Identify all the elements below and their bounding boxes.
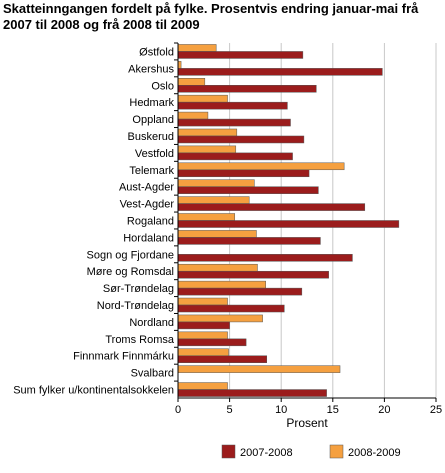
category-label: Sogn og Fjordane xyxy=(87,249,174,261)
category-label: Sør-Trøndelag xyxy=(103,283,174,295)
bar-2008-2009 xyxy=(177,263,258,272)
bar-2007-2008 xyxy=(177,254,353,262)
category-label: Finnmark Finnmárku xyxy=(73,351,174,363)
category-label: Møre og Romsdal xyxy=(87,266,174,278)
bar-2007-2008 xyxy=(177,68,383,76)
bar-2007-2008 xyxy=(177,203,366,211)
x-tick-labels: 0 5 10 15 20 25 xyxy=(175,404,442,416)
chart-title: Skatteinngangen fordelt på fylke. Prosen… xyxy=(3,1,419,32)
x-tick-label: 5 xyxy=(227,404,233,416)
bar-2007-2008 xyxy=(177,101,288,110)
category-label: Aust-Agder xyxy=(119,182,174,194)
bar-2008-2009 xyxy=(177,331,228,340)
category-label: Sum fylker u/kontinentalsokkelen xyxy=(13,385,174,397)
legend: 2007-2008 2008-2009 xyxy=(221,444,401,459)
category-label: Hedmark xyxy=(129,97,174,109)
x-tick-label: 25 xyxy=(430,404,442,416)
category-label: Telemark xyxy=(129,165,174,177)
bar-2008-2009 xyxy=(177,179,255,187)
category-label: Svalbard xyxy=(131,368,174,380)
category-label: Nordland xyxy=(129,317,174,329)
bar-2008-2009 xyxy=(177,111,209,120)
bar-2008-2009 xyxy=(177,128,238,137)
category-label: Buskerud xyxy=(128,131,174,143)
category-label: Østfold xyxy=(139,46,174,58)
bar-2007-2008 xyxy=(177,135,305,144)
category-label: Nord-Trøndelag xyxy=(97,300,174,312)
bar-2008-2009 xyxy=(177,297,228,306)
bar-2008-2009 xyxy=(177,230,257,238)
bar-2007-2008 xyxy=(177,355,268,363)
category-label: Rogaland xyxy=(127,216,174,228)
x-tick-label: 0 xyxy=(175,404,181,416)
category-label: Oslo xyxy=(151,80,174,92)
bar-2008-2009 xyxy=(177,280,266,289)
legend-item: 2007-2008 xyxy=(221,444,293,459)
legend-label: 2008-2009 xyxy=(348,447,401,459)
bar-2007-2008 xyxy=(177,85,317,93)
bar-2008-2009 xyxy=(177,382,228,390)
bars xyxy=(177,44,400,397)
bar-2007-2008 xyxy=(177,237,321,245)
bar-2008-2009 xyxy=(177,162,345,171)
x-tick-label: 15 xyxy=(327,404,339,416)
bar-2007-2008 xyxy=(177,186,319,194)
bar-2008-2009 xyxy=(177,78,206,86)
bar-2007-2008 xyxy=(177,287,303,296)
bar-2008-2009 xyxy=(177,213,236,221)
legend-label: 2007-2008 xyxy=(240,447,293,459)
x-tick-label: 20 xyxy=(378,404,390,416)
category-label: Akershus xyxy=(128,63,174,75)
legend-swatch xyxy=(221,444,236,459)
legend-item: 2008-2009 xyxy=(329,444,401,459)
bar-2007-2008 xyxy=(177,152,293,161)
bar-2007-2008 xyxy=(177,304,285,313)
bar-2008-2009 xyxy=(177,145,237,154)
bar-2007-2008 xyxy=(177,338,247,347)
bar-2007-2008 xyxy=(177,220,400,228)
category-label: Oppland xyxy=(132,114,174,126)
bar-2007-2008 xyxy=(177,118,291,127)
category-label: Vestfold xyxy=(135,148,174,160)
legend-swatch xyxy=(329,444,344,459)
bar-2008-2009 xyxy=(177,196,250,204)
bar-2008-2009 xyxy=(177,365,341,373)
bar-2008-2009 xyxy=(177,314,263,323)
x-axis-title: Prosent xyxy=(286,416,328,430)
category-label: Troms Romsa xyxy=(105,334,175,346)
bar-2008-2009 xyxy=(177,94,228,103)
x-tick-label: 10 xyxy=(275,404,287,416)
category-label: Vest-Agder xyxy=(120,199,175,211)
bar-2007-2008 xyxy=(177,321,230,330)
bar-2007-2008 xyxy=(177,51,304,59)
bar-2008-2009 xyxy=(177,44,217,52)
bar-2007-2008 xyxy=(177,270,329,279)
bar-2007-2008 xyxy=(177,169,310,178)
category-label: Hordaland xyxy=(123,232,174,244)
bar-2007-2008 xyxy=(177,389,327,397)
bar-2008-2009 xyxy=(177,348,229,356)
axes xyxy=(174,42,437,402)
category-labels: Østfold Akershus Oslo Hedmark Oppland Buskeru… xyxy=(13,46,175,396)
